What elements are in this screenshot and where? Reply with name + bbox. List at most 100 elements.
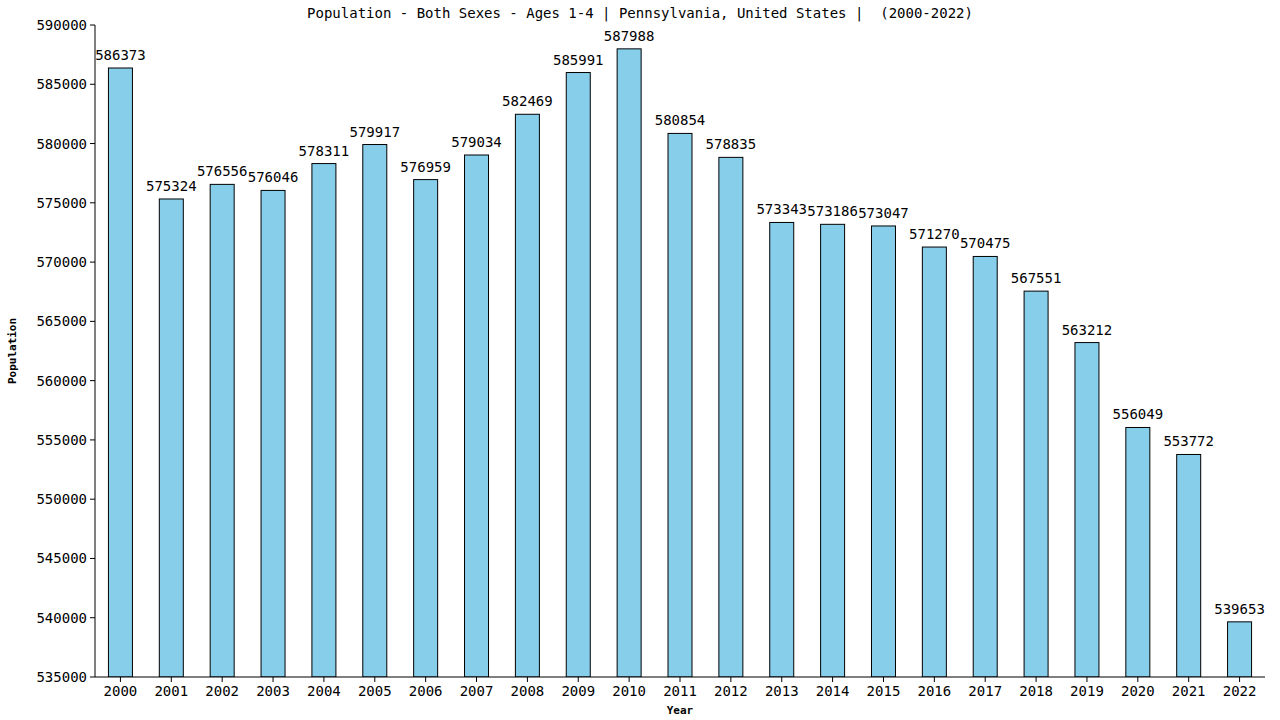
data-label: 580854 [655,112,706,128]
data-label: 575324 [146,178,197,194]
x-tick [527,677,528,682]
y-axis-label: Population [6,318,19,384]
data-label: 570475 [960,235,1011,251]
data-label: 586373 [95,47,146,63]
data-label: 582469 [502,93,553,109]
x-tick-label: 2017 [968,683,1002,699]
y-tick [90,499,95,500]
bar [465,155,489,677]
x-tick-label: 2018 [1019,683,1053,699]
y-tick [90,262,95,263]
y-tick-label: 555000 [36,432,87,448]
x-tick [1239,677,1240,682]
y-tick-label: 580000 [36,136,87,152]
x-tick [222,677,223,682]
y-tick-label: 540000 [36,610,87,626]
x-tick [680,677,681,682]
y-tick [90,617,95,618]
x-tick [629,677,630,682]
x-tick-label: 2012 [714,683,748,699]
y-tick-label: 565000 [36,313,87,329]
bar [566,73,590,677]
x-tick [273,677,274,682]
x-tick [476,677,477,682]
data-label: 579917 [349,124,400,140]
x-tick [730,677,731,682]
y-tick [90,25,95,26]
x-tick-label: 2001 [154,683,188,699]
x-tick-label: 2008 [511,683,545,699]
x-tick [883,677,884,682]
data-label: 579034 [451,134,502,150]
x-tick [1036,677,1037,682]
y-tick [90,380,95,381]
y-tick-label: 560000 [36,373,87,389]
bar [159,199,183,677]
data-label: 578835 [706,136,757,152]
x-tick-label: 2022 [1223,683,1257,699]
title: Population - Both Sexes - Ages 1-4 | Pen… [307,5,973,22]
x-tick-label: 2007 [460,683,494,699]
x-tick-label: 2010 [612,683,646,699]
x-axis-label: Year [667,704,694,717]
x-tick-label: 2006 [409,683,443,699]
bar [1228,622,1252,677]
bar [261,190,285,677]
x-tick [323,677,324,682]
y-tick [90,84,95,85]
data-label: 567551 [1011,270,1062,286]
data-label: 585991 [553,52,604,68]
bar [210,184,234,677]
bar [515,114,539,677]
y-tick-label: 585000 [36,76,87,92]
bars [108,49,1251,677]
y-tick [90,439,95,440]
x-tick-label: 2015 [867,683,901,699]
bar [973,256,997,677]
data-label: 576556 [197,163,248,179]
x-tick [120,677,121,682]
bar [1177,454,1201,677]
x-tick-label: 2011 [663,683,697,699]
x-tick [425,677,426,682]
data-label: 573186 [807,203,858,219]
x-tick [171,677,172,682]
data-label: 553772 [1163,433,1214,449]
x-tick-label: 2000 [104,683,138,699]
data-label: 571270 [909,226,960,242]
y-tick-label: 550000 [36,491,87,507]
bar [922,247,946,677]
x-tick [1137,677,1138,682]
x-tick-label: 2003 [256,683,290,699]
x-tick-label: 2013 [765,683,799,699]
x-tick-label: 2005 [358,683,392,699]
x-tick-label: 2002 [205,683,239,699]
data-label: 573343 [756,201,807,217]
y-axis [95,25,96,677]
data-label: 573047 [858,205,909,221]
bar [363,145,387,677]
data-label: 576046 [248,169,299,185]
x-tick [934,677,935,682]
data-label: 587988 [604,28,655,44]
bar [617,49,641,677]
y-tick-label: 590000 [36,17,87,33]
bar [312,164,336,677]
bar [1024,291,1048,677]
x-tick [1086,677,1087,682]
x-tick [832,677,833,682]
bar [668,133,692,677]
x-tick-label: 2019 [1070,683,1104,699]
bar [770,222,794,677]
x-tick-label: 2016 [917,683,951,699]
x-tick [985,677,986,682]
y-tick-label: 545000 [36,550,87,566]
x-tick-label: 2009 [561,683,595,699]
x-tick [781,677,782,682]
y-tick-label: 575000 [36,195,87,211]
y-tick-label: 570000 [36,254,87,270]
data-label: 539653 [1214,601,1265,617]
data-label: 556049 [1113,406,1164,422]
x-tick-label: 2020 [1121,683,1155,699]
y-tick [90,321,95,322]
